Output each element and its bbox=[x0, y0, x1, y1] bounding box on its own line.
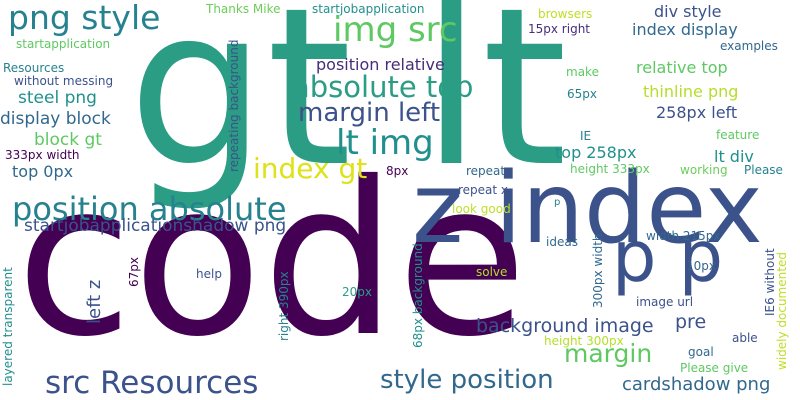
word: startapplication bbox=[16, 38, 110, 50]
word: 8px bbox=[386, 165, 408, 177]
word: repeat bbox=[466, 165, 505, 177]
word: 67px bbox=[128, 257, 140, 287]
word: img src bbox=[333, 13, 458, 47]
word: 258px left bbox=[656, 105, 737, 121]
word: goal bbox=[688, 346, 714, 358]
word: src Resources bbox=[45, 368, 258, 399]
word: display block bbox=[0, 111, 111, 128]
word: top 258px bbox=[555, 145, 636, 161]
word: startjobapplicationshadow png bbox=[24, 218, 286, 235]
word: cardshadow png bbox=[622, 376, 770, 394]
word: index gt bbox=[253, 155, 367, 183]
word: block gt bbox=[34, 132, 102, 149]
word: top 0px bbox=[12, 164, 73, 180]
word: width 215px bbox=[646, 230, 721, 242]
word: thinline png bbox=[643, 84, 738, 100]
word: 333px width bbox=[5, 149, 80, 161]
word: index display bbox=[632, 22, 738, 38]
word: image url bbox=[636, 296, 693, 308]
word: Thanks Mike bbox=[206, 3, 281, 15]
word: able bbox=[732, 332, 758, 344]
word: solve bbox=[476, 266, 507, 278]
word: png style bbox=[8, 1, 160, 34]
word: left z bbox=[86, 280, 104, 324]
word: ideas bbox=[546, 236, 578, 248]
word: 65px bbox=[567, 88, 597, 100]
word: steel png bbox=[18, 90, 97, 107]
word: help bbox=[196, 268, 222, 280]
word: style position bbox=[380, 367, 554, 393]
word: p bbox=[554, 198, 560, 208]
word: feature bbox=[716, 129, 759, 141]
word: look good bbox=[452, 203, 511, 215]
word: height 300px bbox=[544, 335, 624, 347]
word: 10px bbox=[686, 260, 716, 272]
word: browsers bbox=[538, 8, 592, 20]
word: without messing bbox=[14, 75, 113, 87]
word: 300px width bbox=[592, 233, 604, 308]
word: position relative bbox=[316, 57, 445, 73]
word: Resources bbox=[3, 62, 64, 74]
word: startjobapplication bbox=[312, 3, 424, 15]
word: Please give bbox=[680, 362, 748, 374]
word: relative top bbox=[636, 60, 728, 76]
word: right 390px bbox=[278, 271, 290, 341]
word: repeating background bbox=[228, 40, 240, 172]
word: examples bbox=[720, 40, 778, 52]
word: height 333px bbox=[570, 163, 650, 175]
word: IE bbox=[580, 130, 591, 142]
word: layered transparent bbox=[2, 267, 14, 386]
word: 15px right bbox=[528, 23, 590, 35]
word: 68px background bbox=[412, 243, 424, 348]
word: pre bbox=[675, 313, 706, 332]
word: working bbox=[680, 164, 728, 176]
word: repeat x bbox=[458, 184, 508, 196]
word: make bbox=[566, 66, 599, 78]
word: Please bbox=[744, 164, 783, 176]
word: 20px bbox=[342, 286, 372, 298]
word: widely documented bbox=[776, 252, 788, 370]
word: div style bbox=[654, 4, 722, 20]
